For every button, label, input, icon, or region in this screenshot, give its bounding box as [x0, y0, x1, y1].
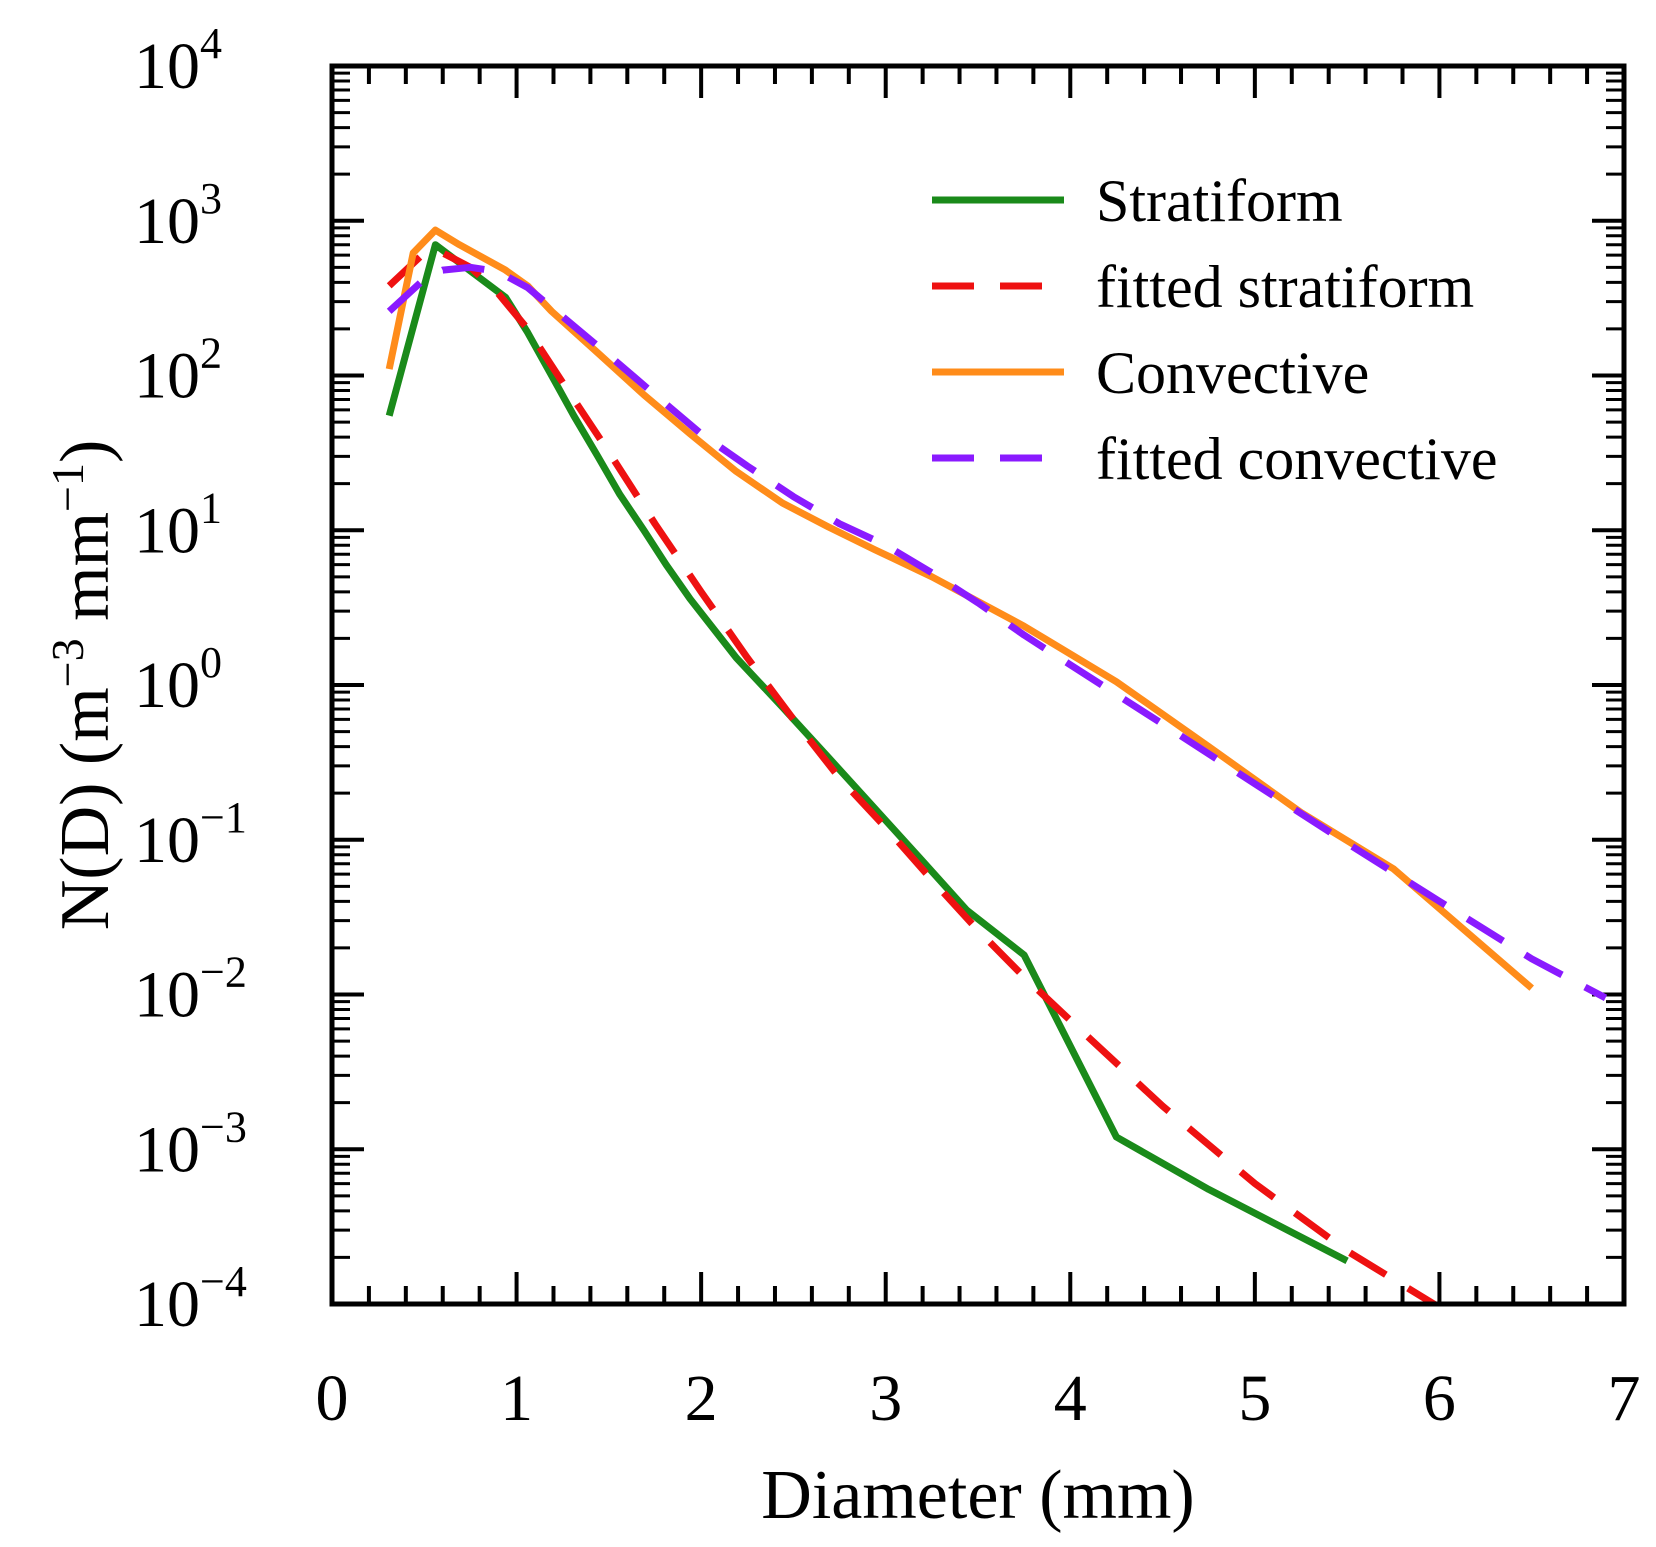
y-tick-exponent: −3 — [200, 1102, 247, 1151]
x-tick-label: 0 — [316, 1362, 349, 1435]
y-tick-base: 10 — [134, 959, 200, 1032]
legend-label-convective: Convective — [1096, 340, 1369, 406]
y-tick-exponent: 4 — [200, 19, 222, 68]
x-tick-label: 7 — [1608, 1362, 1641, 1435]
plot-frame — [329, 63, 1627, 1307]
y-tick-label: 100 — [134, 638, 222, 722]
legend-label-stratiform: Stratiform — [1096, 168, 1343, 234]
y-tick-exponent: −1 — [200, 793, 247, 842]
x-axis-title: Diameter (mm) — [761, 1457, 1194, 1534]
y-tick-label: 101 — [134, 483, 222, 567]
y-axis-title-exp2: −1 — [42, 463, 93, 512]
x-tick-label: 3 — [869, 1362, 902, 1435]
y-tick-label: 10−4 — [134, 1257, 247, 1341]
y-tick-base: 10 — [134, 1268, 200, 1341]
y-tick-base: 10 — [134, 1113, 200, 1186]
y-axis-title-middle: mm — [47, 512, 124, 638]
y-tick-exponent: 3 — [200, 174, 222, 223]
ticks-layer — [330, 64, 1626, 1306]
y-tick-base: 10 — [134, 30, 200, 103]
y-tick-exponent: −2 — [200, 948, 247, 997]
y-tick-label: 102 — [134, 329, 222, 413]
series-layer — [385, 226, 1608, 1304]
x-tick-label: 6 — [1423, 1362, 1456, 1435]
legend-label-fitted-convective: fitted convective — [1096, 426, 1497, 492]
y-tick-exponent: 0 — [200, 638, 222, 687]
x-tick-label: 2 — [685, 1362, 718, 1435]
series-line-stratiform — [385, 241, 1349, 1265]
x-tick-label: 5 — [1238, 1362, 1271, 1435]
y-tick-exponent: 1 — [200, 483, 222, 532]
y-tick-label: 10−3 — [134, 1102, 247, 1186]
y-tick-base: 10 — [134, 494, 200, 567]
legend-label-fitted-stratiform: fitted stratiform — [1096, 254, 1474, 320]
y-tick-base: 10 — [134, 649, 200, 722]
y-tick-exponent: 2 — [200, 329, 222, 378]
y-tick-label: 103 — [134, 174, 222, 258]
series-line-convective — [385, 226, 1534, 991]
x-tick-label: 4 — [1054, 1362, 1087, 1435]
y-axis-title-prefix: N(D) (m — [47, 687, 124, 930]
y-tick-label: 104 — [134, 19, 222, 103]
y-axis-title-suffix: ) — [47, 440, 124, 463]
y-tick-base: 10 — [134, 185, 200, 258]
series-line-fitted-stratiform — [386, 249, 1441, 1304]
legend: Stratiform fitted stratiform Convective fit… — [932, 168, 1497, 492]
y-axis-title: N(D) (m−3 mm−1) — [42, 440, 125, 931]
y-tick-label: 10−1 — [134, 793, 247, 877]
y-tick-base: 10 — [134, 340, 200, 413]
y-tick-label: 10−2 — [134, 948, 247, 1032]
y-tick-exponent: −4 — [200, 1257, 247, 1306]
x-tick-label: 1 — [500, 1362, 533, 1435]
y-axis-title-exp1: −3 — [42, 638, 93, 687]
y-tick-base: 10 — [134, 804, 200, 877]
x-tick-labels: 0 1 2 3 4 5 6 7 — [316, 1362, 1641, 1435]
series-line-fitted-convective — [386, 263, 1608, 1001]
